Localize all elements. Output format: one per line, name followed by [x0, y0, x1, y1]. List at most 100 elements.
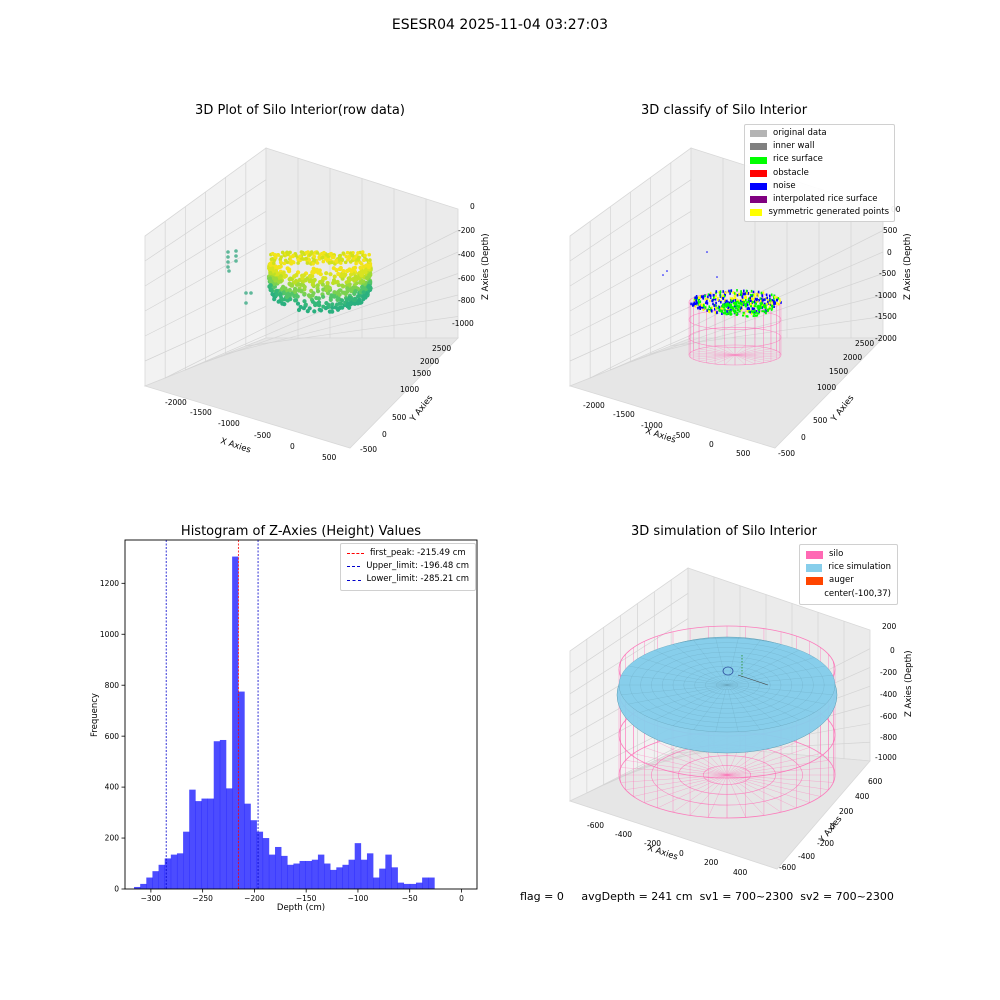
histogram-bar	[219, 739, 227, 889]
classify-point	[708, 305, 711, 308]
classify-point	[695, 295, 698, 298]
pane-grid-line	[225, 294, 459, 355]
silo-spoke	[625, 774, 728, 790]
simulation-x-tick: 200	[704, 858, 719, 867]
classify-point	[749, 310, 752, 314]
classify-point	[719, 290, 722, 293]
histogram-y-tick-label: 0	[114, 885, 119, 894]
classify-plot-title: 3D classify of Silo Interior	[640, 103, 808, 118]
raw-y-tick: 1000	[400, 385, 419, 394]
raw-point	[268, 261, 273, 266]
raw-outlier	[244, 301, 248, 305]
classify-point	[756, 300, 759, 303]
histogram-x-ticks: −300 −250 −200 −150 −100 −50 0	[141, 889, 464, 903]
silo-spoke	[726, 753, 821, 776]
histogram-bar	[311, 859, 319, 889]
classify-rice-point	[726, 302, 729, 305]
legend-entry-noise: noise	[750, 180, 889, 193]
classify-point	[745, 299, 747, 302]
classify-point	[769, 298, 772, 302]
silo-spoke	[726, 774, 834, 783]
raw-point	[279, 255, 283, 259]
classify-point	[714, 298, 717, 301]
raw-z-label: Z Axies (Depth)	[481, 233, 491, 300]
raw-point	[330, 302, 335, 307]
raw-point	[325, 280, 330, 286]
silo-spoke	[726, 767, 834, 776]
classify-point	[711, 306, 713, 309]
classify-rice-point	[766, 308, 769, 311]
rice-mesh-spoke	[726, 640, 761, 686]
classify-point	[774, 295, 776, 299]
raw-x-tick: -2000	[165, 398, 187, 407]
classify-rice-point	[724, 303, 727, 306]
legend-entry-center: center(-100,37)	[806, 588, 891, 601]
pane-grid-line	[630, 273, 884, 363]
histogram-y-tick-label: 1000	[100, 630, 119, 639]
classify-wire-spoke	[690, 352, 736, 356]
rice-mesh-spoke	[726, 684, 826, 705]
histogram-bar	[207, 798, 215, 889]
classify-rice-point	[754, 305, 757, 308]
raw-point	[353, 289, 358, 294]
classify-rice-point	[760, 306, 763, 309]
footer-sv1: sv1 = 700~2300	[699, 890, 794, 903]
classify-rice-point	[764, 305, 767, 308]
classify-rice-point	[734, 303, 737, 306]
classify-point	[692, 302, 694, 306]
classify-point	[754, 297, 757, 301]
classify-point	[750, 312, 753, 315]
classify-point	[716, 306, 718, 310]
raw-point	[310, 282, 315, 287]
classify-point	[721, 312, 723, 315]
histogram-bar	[403, 883, 411, 889]
classify-point	[722, 290, 724, 293]
histogram-bar	[422, 877, 429, 889]
simulation-y-tick: 200	[839, 807, 854, 816]
raw-point	[328, 295, 333, 300]
raw-outlier	[226, 265, 230, 269]
classify-point	[744, 292, 747, 295]
classify-point	[730, 299, 733, 302]
raw-point	[278, 291, 283, 297]
classify-y-tick: 2000	[843, 353, 862, 362]
classify-point	[694, 302, 696, 306]
classify-point	[732, 291, 735, 294]
rice-mesh-spoke	[726, 684, 833, 695]
histogram-bar	[262, 838, 270, 889]
pane-grid-line	[205, 273, 459, 363]
classify-rice-point	[763, 310, 766, 313]
classify-point	[736, 298, 738, 302]
legend-entry-rice-surface: rice surface	[750, 153, 889, 166]
classify-y-tick: -500	[778, 449, 795, 458]
classify-rice-point	[736, 309, 740, 311]
classify-point	[761, 294, 764, 298]
silo-spoke	[657, 741, 728, 776]
classify-point	[713, 296, 716, 299]
classify-point	[733, 292, 736, 295]
classify-rice-point	[745, 315, 748, 318]
raw-point	[274, 292, 279, 297]
silo-spoke	[726, 774, 746, 818]
classify-point	[706, 302, 709, 305]
raw-x-tick: -1000	[218, 419, 240, 428]
classify-point	[718, 306, 721, 309]
classify-noise-point	[719, 294, 721, 296]
pane-grid-line	[569, 592, 689, 673]
raw-point	[312, 309, 317, 314]
raw-point	[304, 256, 308, 261]
raw-point	[337, 288, 342, 293]
classify-point	[715, 301, 717, 305]
histogram-bar	[189, 789, 196, 889]
histogram-y-label: Frequency	[90, 693, 100, 737]
histogram-bar	[305, 860, 313, 889]
classify-point	[761, 293, 763, 296]
raw-point	[295, 301, 301, 306]
classify-point	[702, 308, 705, 312]
raw-point	[332, 290, 337, 295]
histogram-bar	[134, 886, 141, 889]
classify-point	[769, 294, 771, 298]
classify-point	[750, 289, 753, 293]
simulation-x-tick: 0	[679, 849, 684, 858]
classify-rice-point	[722, 303, 725, 306]
